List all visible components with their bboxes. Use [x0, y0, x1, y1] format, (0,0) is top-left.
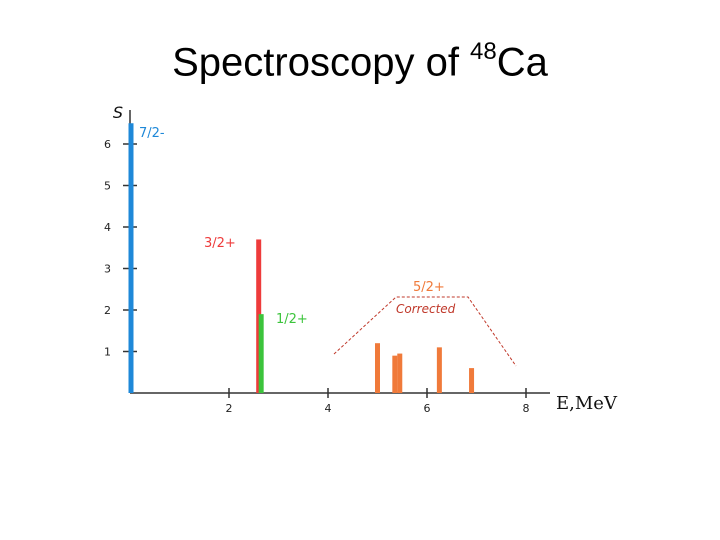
x-tick-label: 2	[226, 402, 233, 415]
y-axis-label: S	[113, 103, 123, 122]
corrected-annotation: Corrected	[396, 302, 456, 316]
title-mass-number: 48	[470, 38, 497, 65]
title-prefix: Spectroscopy of	[172, 40, 471, 85]
bar	[392, 355, 398, 393]
bar	[258, 314, 264, 393]
bar	[469, 368, 475, 393]
series-label-5-2-plus: 5/2+	[413, 280, 445, 295]
bar	[128, 123, 134, 393]
y-tick-label: 6	[104, 138, 111, 151]
bar	[375, 343, 380, 393]
x-tick-label: 8	[523, 402, 530, 415]
series-label-7-2-minus: 7/2-	[139, 126, 165, 141]
chart-ticks: 2 4 6 8 1 2 3 4 5 6	[104, 138, 530, 415]
x-tick-label: 4	[325, 402, 332, 415]
y-tick-label: 4	[104, 221, 111, 234]
y-tick-label: 1	[104, 346, 111, 359]
bar	[436, 347, 442, 393]
series-label-3-2-plus: 3/2+	[204, 236, 236, 251]
corrected-bracket	[333, 296, 517, 367]
title-element: Ca	[496, 40, 548, 85]
chart-axes: S E,MeV	[113, 103, 618, 414]
x-tick-label: 6	[424, 402, 431, 415]
y-tick-label: 2	[104, 304, 111, 317]
y-tick-label: 5	[104, 180, 111, 193]
chart-series-labels: 7/2- 3/2+ 1/2+ 5/2+ Corrected	[139, 126, 517, 367]
bar	[397, 353, 403, 393]
series-label-1-2-plus: 1/2+	[276, 312, 308, 327]
chart-bars	[128, 123, 475, 393]
y-tick-label: 3	[104, 263, 111, 276]
slide-title: Spectroscopy of 48Ca	[0, 38, 720, 85]
x-axis-label: E,MeV	[556, 393, 618, 414]
